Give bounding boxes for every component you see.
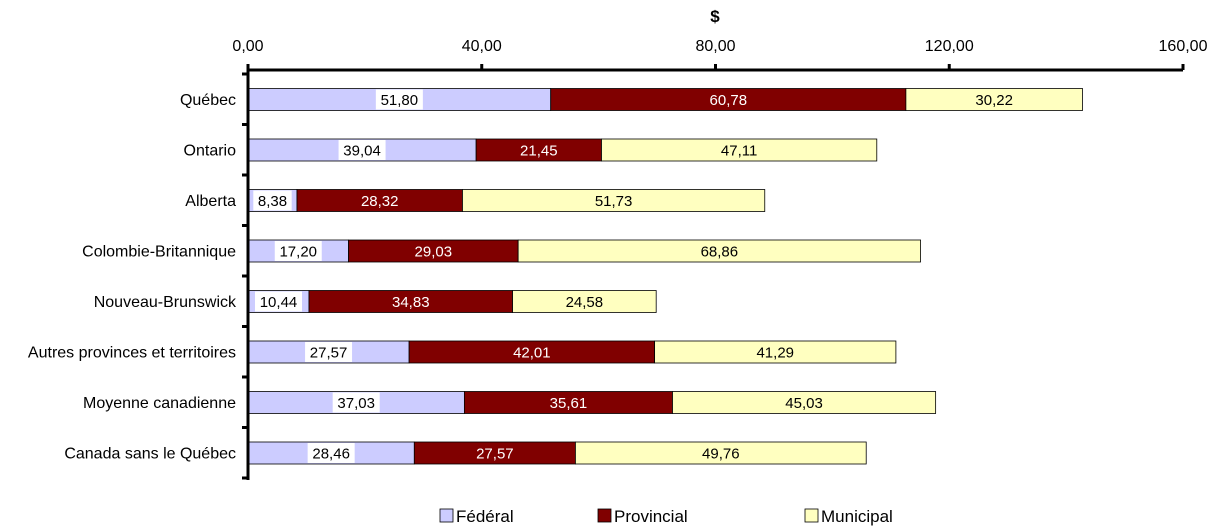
category-label: Moyenne canadienne [83, 395, 236, 412]
data-label: 8,38 [258, 193, 287, 210]
legend-swatch-municipal [804, 508, 819, 523]
x-tick-label: 40,00 [462, 38, 502, 55]
data-label: 49,76 [702, 446, 740, 463]
bar-segment-municipal [517, 239, 921, 263]
category-label: Colombie-Britannique [82, 244, 236, 261]
data-label: 28,32 [361, 193, 399, 210]
data-label: 17,20 [279, 244, 317, 261]
category-label: Canada sans le Québec [64, 446, 236, 463]
data-label: 21,45 [520, 143, 558, 160]
legend-label-provincial: Provincial [614, 507, 688, 526]
data-label-bg [307, 443, 355, 463]
bar-segment-municipal [462, 189, 766, 212]
bar-segment-municipal [575, 441, 867, 465]
data-label: 27,57 [476, 446, 514, 463]
category-label: Nouveau-Brunswick [94, 294, 237, 311]
legend-label-municipal: Municipal [821, 507, 893, 526]
legend-label-fédéral: Fédéral [456, 507, 514, 526]
bar-segment-municipal [601, 138, 878, 162]
category-label: Ontario [184, 143, 237, 160]
data-label: 47,11 [721, 143, 757, 160]
data-label: 30,22 [975, 92, 1013, 109]
data-label-bg [253, 190, 292, 211]
data-label: 37,03 [337, 395, 375, 412]
data-label-bg [375, 89, 423, 110]
x-tick-label: 0,00 [232, 38, 263, 55]
data-label: 51,80 [381, 92, 419, 109]
data-label: 35,61 [550, 395, 588, 412]
category-label: Québec [180, 92, 236, 109]
data-label: 45,03 [785, 395, 823, 412]
x-tick-label: 120,00 [925, 38, 974, 55]
data-label: 24,58 [566, 294, 604, 311]
data-label-bg [332, 392, 380, 413]
x-tick-label: 80,00 [695, 38, 735, 55]
bar-segment-municipal [512, 290, 657, 313]
data-label: 51,73 [595, 193, 633, 210]
data-label: 29,03 [415, 244, 453, 261]
data-label: 34,83 [392, 294, 430, 311]
x-axis-title: $ [710, 7, 720, 26]
data-label: 10,44 [260, 294, 298, 311]
bar-segment-municipal [905, 88, 1083, 111]
bar-segment-municipal [672, 391, 937, 414]
x-tick-label: 160,00 [1159, 38, 1208, 55]
data-label: 60,78 [710, 92, 748, 109]
data-label-bg [274, 241, 322, 261]
category-label: Autres provinces et territoires [28, 345, 236, 362]
data-label: 68,86 [701, 244, 739, 261]
data-label: 27,57 [310, 345, 348, 362]
data-label: 28,46 [312, 446, 350, 463]
data-label-bg [255, 291, 303, 312]
data-label: 42,01 [513, 345, 551, 362]
legend-swatch-provincial [597, 508, 612, 523]
data-label-bg [338, 140, 386, 160]
data-label: 39,04 [343, 143, 381, 160]
category-label: Alberta [185, 193, 236, 210]
data-label-bg [305, 342, 353, 362]
bar-segment-municipal [654, 340, 897, 364]
data-label: 41,29 [756, 345, 794, 362]
legend-swatch-fédéral [439, 508, 454, 523]
